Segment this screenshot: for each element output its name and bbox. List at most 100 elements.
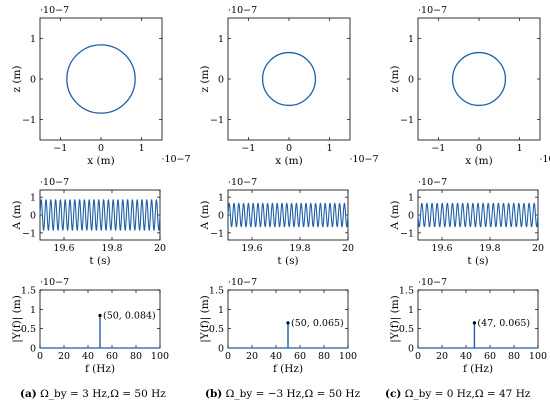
a-time-xtick-label: 20 bbox=[154, 243, 166, 254]
b-spectrum-xtick-label: 0 bbox=[225, 351, 231, 362]
a-orbit-y-exponent: ·10−7 bbox=[40, 5, 69, 16]
b-orbit-ytick-label: −1 bbox=[210, 115, 224, 126]
c-spectrum-ytick-label: 0 bbox=[408, 344, 414, 355]
b-time-ytick-label: 0 bbox=[218, 211, 224, 222]
b-spectrum-peak-point bbox=[286, 321, 290, 325]
b-time-xtick-label: 19.8 bbox=[289, 243, 310, 254]
c-orbit-xtick-label: 1 bbox=[517, 143, 523, 154]
a-spectrum-xtick-label: 20 bbox=[58, 351, 70, 362]
a-spectrum-ytick-label: 0.5 bbox=[21, 324, 36, 335]
a-time-ytick-label: 0 bbox=[30, 211, 36, 222]
caption-b: (b) Ω_by = −3 Hz,Ω = 50 Hz bbox=[205, 388, 360, 400]
caption-b-text: Ω_by = −3 Hz,Ω = 50 Hz bbox=[225, 388, 361, 400]
caption-a-text: Ω_by = 3 Hz,Ω = 50 Hz bbox=[40, 388, 166, 400]
b-orbit-ytick-label: 0 bbox=[218, 75, 224, 86]
c-spectrum-peak-point bbox=[472, 321, 476, 325]
a-orbit-ytick-label: 0 bbox=[30, 75, 36, 86]
caption-a: (a) Ω_by = 3 Hz,Ω = 50 Hz bbox=[20, 388, 166, 400]
b-spectrum-ytick-label: 0.5 bbox=[209, 324, 224, 335]
c-spectrum-xtick-label: 20 bbox=[436, 351, 448, 362]
c-time-ytick-label: 1 bbox=[408, 193, 414, 204]
c-spectrum-xtick-label: 60 bbox=[484, 351, 496, 362]
caption-c-text: Ω_by = 0 Hz,Ω = 47 Hz bbox=[404, 388, 531, 400]
a-time-xlabel: t (s) bbox=[89, 255, 110, 267]
a-time-ylabel: A (m) bbox=[11, 200, 23, 230]
b-orbit-y-exponent: ·10−7 bbox=[228, 5, 257, 16]
b-time-ytick-label: −1 bbox=[210, 228, 224, 239]
b-spectrum-xtick-label: 40 bbox=[270, 351, 282, 362]
a-spectrum-ytick-label: 1 bbox=[30, 305, 36, 316]
b-time-ylabel: A (m) bbox=[199, 200, 211, 230]
c-spectrum-y-exponent: ·10−7 bbox=[418, 277, 447, 288]
a-orbit-x-exponent: ·10−7 bbox=[161, 154, 190, 165]
a-spectrum-xtick-label: 40 bbox=[82, 351, 94, 362]
caption-a-tag: (a) bbox=[20, 388, 37, 400]
a-time-signal-line bbox=[39, 198, 161, 232]
b-spectrum-xlabel: f (Hz) bbox=[273, 363, 303, 375]
a-time-xtick-label: 19.6 bbox=[53, 243, 74, 254]
a-spectrum-ylabel: |Y(f)| (m) bbox=[11, 295, 24, 343]
c-spectrum-xlabel: f (Hz) bbox=[463, 363, 493, 375]
caption-b-tag: (b) bbox=[205, 388, 223, 400]
c-orbit-ylabel: z (m) bbox=[389, 65, 401, 92]
a-spectrum-xtick-label: 0 bbox=[37, 351, 43, 362]
caption-c: (c) Ω_by = 0 Hz,Ω = 47 Hz bbox=[385, 388, 530, 400]
b-spectrum-xtick-label: 60 bbox=[294, 351, 306, 362]
a-orbit-ytick-label: 1 bbox=[30, 34, 36, 45]
b-time-y-exponent: ·10−7 bbox=[228, 177, 257, 188]
c-orbit-y-exponent: ·10−7 bbox=[418, 5, 447, 16]
b-orbit-x-exponent: ·10−7 bbox=[349, 154, 378, 165]
c-time-ytick-label: 0 bbox=[408, 211, 414, 222]
c-time-xtick-label: 19.6 bbox=[431, 243, 452, 254]
c-orbit-frame bbox=[417, 17, 541, 141]
c-time-ylabel: A (m) bbox=[389, 200, 401, 230]
a-time-ytick-label: 1 bbox=[30, 193, 36, 204]
b-spectrum-ytick-label: 0 bbox=[218, 344, 224, 355]
c-time-signal-line bbox=[417, 202, 539, 228]
a-orbit-xtick-label: 1 bbox=[139, 143, 145, 154]
b-orbit-frame bbox=[227, 17, 351, 141]
c-spectrum-xtick-label: 100 bbox=[529, 351, 547, 362]
b-time-ytick-label: 1 bbox=[218, 193, 224, 204]
a-spectrum-ytick-label: 0 bbox=[30, 344, 36, 355]
c-spectrum-xtick-label: 40 bbox=[460, 351, 472, 362]
b-orbit-orbit-circle bbox=[261, 51, 317, 107]
b-orbit-xlabel: x (m) bbox=[275, 155, 302, 167]
a-spectrum-xtick-label: 60 bbox=[106, 351, 118, 362]
b-orbit-xtick-label: 0 bbox=[286, 143, 292, 154]
a-spectrum-peak-annotation: (50, 0.084) bbox=[103, 311, 156, 322]
b-spectrum-y-exponent: ·10−7 bbox=[228, 277, 257, 288]
c-spectrum-ytick-label: 1 bbox=[408, 305, 414, 316]
c-orbit-ytick-label: 1 bbox=[408, 34, 414, 45]
c-orbit-orbit-circle bbox=[451, 51, 507, 107]
c-time-ytick-label: −1 bbox=[400, 228, 414, 239]
c-orbit-x-exponent: ·10−7 bbox=[539, 154, 550, 165]
b-spectrum-xtick-label: 80 bbox=[318, 351, 330, 362]
b-orbit-ylabel: z (m) bbox=[199, 65, 211, 92]
b-spectrum-peak-annotation: (50, 0.065) bbox=[291, 318, 344, 329]
a-orbit-xlabel: x (m) bbox=[87, 155, 114, 167]
a-orbit-ytick-label: −1 bbox=[22, 115, 36, 126]
c-spectrum-xtick-label: 0 bbox=[415, 351, 421, 362]
c-orbit-xlabel: x (m) bbox=[465, 155, 492, 167]
a-time-xtick-label: 19.8 bbox=[101, 243, 122, 254]
c-time-xtick-label: 19.8 bbox=[479, 243, 500, 254]
a-spectrum-ytick-label: 1.5 bbox=[21, 286, 36, 297]
b-orbit-ytick-label: 1 bbox=[218, 34, 224, 45]
a-spectrum-y-exponent: ·10−7 bbox=[40, 277, 69, 288]
b-time-signal-line bbox=[227, 202, 349, 228]
b-time-xlabel: t (s) bbox=[277, 255, 298, 267]
a-spectrum-xtick-label: 80 bbox=[130, 351, 142, 362]
c-spectrum-ylabel: |Y(f)| (m) bbox=[389, 295, 402, 343]
c-spectrum-peak-annotation: (47, 0.065) bbox=[477, 318, 530, 329]
c-orbit-ytick-label: −1 bbox=[400, 115, 414, 126]
b-orbit-xtick-label: −1 bbox=[241, 143, 255, 154]
c-orbit-xtick-label: −1 bbox=[431, 143, 445, 154]
c-time-y-exponent: ·10−7 bbox=[418, 177, 447, 188]
a-orbit-xtick-label: −1 bbox=[53, 143, 67, 154]
b-time-xtick-label: 20 bbox=[342, 243, 354, 254]
c-time-xlabel: t (s) bbox=[467, 255, 488, 267]
b-time-xtick-label: 19.6 bbox=[241, 243, 262, 254]
a-time-y-exponent: ·10−7 bbox=[40, 177, 69, 188]
